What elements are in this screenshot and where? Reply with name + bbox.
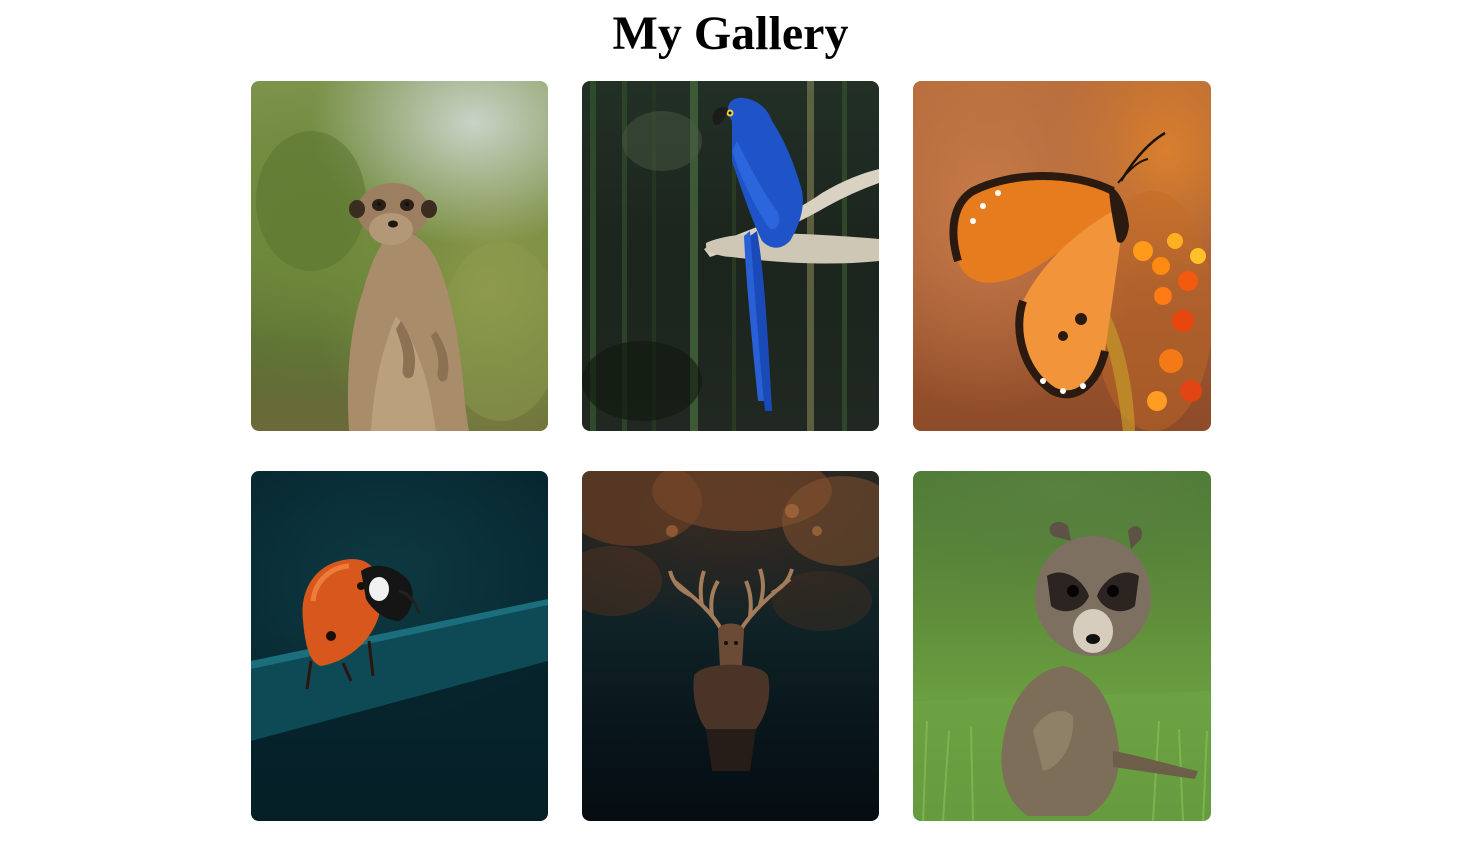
gallery-image-raccoon[interactable] — [913, 471, 1211, 821]
page-title: My Gallery — [612, 7, 849, 60]
gallery-image-deer[interactable] — [582, 471, 879, 821]
gallery-image-meerkat[interactable] — [251, 81, 548, 431]
gallery-image-ladybug[interactable] — [251, 471, 548, 821]
image-grid — [251, 81, 1211, 821]
raccoon-picture — [913, 521, 1211, 821]
ladybug-picture — [251, 558, 548, 821]
gallery-image-butterfly[interactable] — [913, 81, 1211, 431]
butterfly-picture — [949, 131, 1211, 431]
gallery-image-macaw[interactable] — [582, 81, 879, 431]
deer-picture — [582, 471, 879, 771]
macaw-picture — [582, 81, 879, 431]
meerkat-picture — [256, 131, 548, 431]
